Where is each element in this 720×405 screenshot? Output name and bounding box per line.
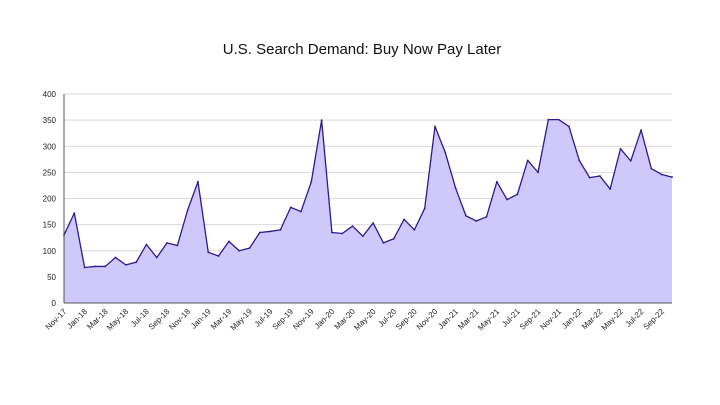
y-tick-label: 250	[43, 168, 57, 177]
data-point	[578, 159, 581, 162]
data-point	[640, 129, 642, 131]
y-tick-label: 400	[43, 90, 57, 99]
data-point	[104, 265, 107, 268]
y-tick-label: 300	[43, 142, 57, 151]
data-point	[557, 118, 560, 121]
data-point	[351, 225, 354, 228]
data-point	[155, 256, 158, 259]
y-tick-label: 350	[43, 116, 57, 125]
data-point	[279, 228, 282, 231]
y-tick-label: 0	[52, 299, 57, 308]
data-point	[341, 232, 344, 235]
x-tick-label: Sep-19	[271, 307, 296, 332]
data-point	[475, 220, 478, 222]
data-point	[506, 198, 509, 201]
data-point	[516, 193, 519, 196]
data-point	[248, 247, 251, 250]
data-point	[588, 176, 591, 179]
data-point	[166, 242, 168, 244]
data-point	[207, 251, 210, 254]
x-tick-label: May-19	[229, 307, 255, 333]
y-tick-label: 50	[47, 273, 56, 282]
series-line	[63, 118, 673, 269]
y-tick-label: 150	[43, 221, 57, 230]
data-point	[568, 125, 570, 128]
data-point	[660, 173, 663, 176]
x-tick-label: May-20	[352, 307, 378, 333]
x-tick-label: May-22	[600, 307, 626, 333]
x-tick-label: Nov-20	[415, 307, 440, 332]
data-point	[650, 167, 653, 170]
data-point	[186, 209, 189, 211]
data-point	[114, 256, 117, 259]
data-point	[403, 218, 405, 221]
x-tick-label: Nov-21	[538, 307, 563, 332]
chart-title: U.S. Search Demand: Buy Now Pay Later	[223, 41, 501, 58]
x-tick-label: Sep-21	[518, 307, 543, 332]
data-point	[465, 214, 467, 217]
x-tick-label: Jan-18	[65, 307, 89, 331]
data-point	[269, 230, 271, 233]
x-tick-labels: Nov-17Jan-18Mar-18May-18Jul-18Sep-18Nov-…	[44, 307, 667, 333]
data-point	[434, 125, 436, 128]
data-point	[145, 243, 148, 246]
data-point	[73, 212, 76, 215]
data-point	[547, 118, 550, 121]
axes	[63, 94, 672, 304]
data-point	[217, 255, 220, 257]
data-point	[176, 244, 179, 247]
x-tick-label: Jan-20	[313, 307, 337, 331]
data-point	[300, 210, 302, 213]
data-point	[289, 206, 292, 209]
x-tick-label: Nov-19	[291, 307, 316, 332]
data-point	[629, 159, 632, 162]
data-point	[361, 235, 364, 238]
data-point	[444, 151, 447, 154]
data-point	[609, 188, 612, 190]
y-tick-labels: 0 50 100 150 200 250 300 350 400	[43, 90, 57, 308]
data-point	[671, 176, 673, 178]
data-point	[454, 187, 457, 189]
y-tick-label: 200	[43, 195, 57, 204]
data-point	[619, 147, 622, 150]
data-point	[495, 180, 498, 183]
data-point	[310, 180, 313, 183]
area-fill	[64, 119, 672, 303]
x-tick-label: May-21	[476, 307, 502, 333]
x-tick-label: Sep-22	[642, 307, 667, 332]
data-point	[124, 263, 127, 266]
x-tick-label: Nov-17	[44, 307, 69, 332]
x-tick-label: Jan-22	[560, 307, 584, 331]
data-point	[238, 249, 241, 252]
data-point	[485, 215, 488, 218]
y-tick-label: 100	[43, 247, 57, 256]
x-tick-label: May-18	[105, 307, 131, 333]
data-point	[372, 222, 375, 224]
data-point	[94, 265, 96, 268]
data-point	[382, 242, 385, 244]
x-tick-label: Nov-18	[167, 307, 192, 332]
data-point	[392, 237, 395, 240]
data-point	[331, 231, 333, 234]
data-point	[227, 240, 230, 243]
data-point	[413, 228, 416, 231]
data-point	[83, 266, 86, 269]
data-point	[537, 171, 539, 174]
data-point	[258, 231, 261, 234]
x-tick-label: Sep-18	[147, 307, 172, 332]
series-layer	[63, 118, 673, 303]
data-point	[197, 180, 199, 183]
x-tick-label: Sep-20	[394, 307, 419, 332]
x-tick-label: Jan-21	[436, 307, 460, 331]
x-tick-label: Jan-19	[189, 307, 213, 331]
data-point	[423, 207, 426, 210]
data-point	[320, 119, 323, 122]
data-point	[526, 159, 529, 162]
data-point	[598, 175, 601, 177]
data-point	[135, 261, 138, 264]
